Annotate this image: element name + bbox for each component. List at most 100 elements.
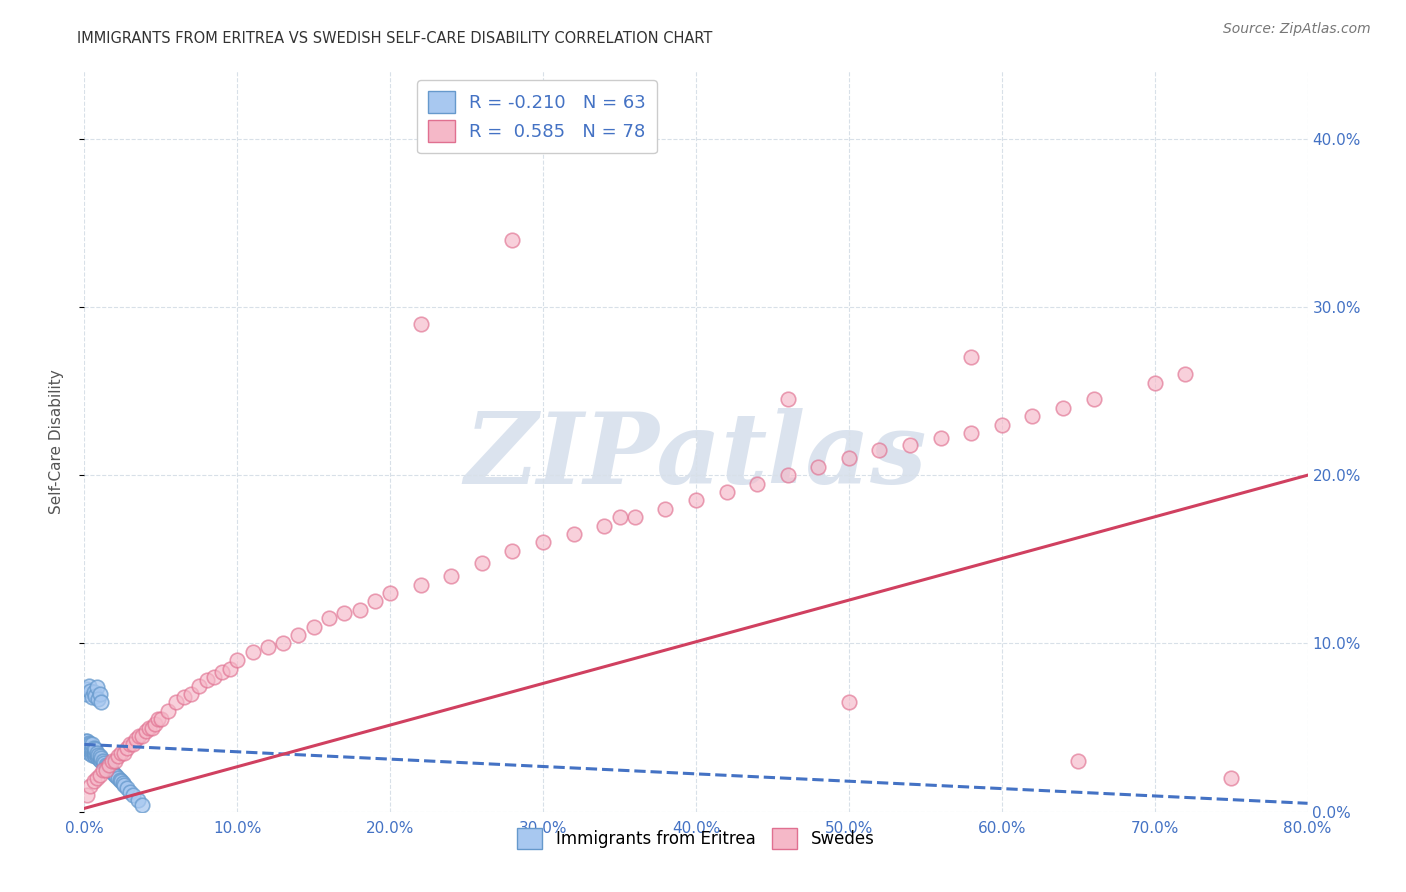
Point xyxy=(531,535,554,549)
Point xyxy=(112,778,135,792)
Point xyxy=(609,510,631,524)
Point xyxy=(96,759,118,773)
Point xyxy=(110,774,132,789)
Point xyxy=(409,577,432,591)
Point xyxy=(898,438,921,452)
Point xyxy=(86,749,108,764)
Point xyxy=(960,351,983,365)
Point xyxy=(75,738,97,752)
Point xyxy=(79,780,101,794)
Point xyxy=(77,679,100,693)
Point xyxy=(76,740,98,755)
Point xyxy=(226,653,249,667)
Point xyxy=(86,746,108,760)
Point xyxy=(79,744,101,758)
Point xyxy=(77,742,100,756)
Point xyxy=(89,749,111,764)
Point xyxy=(89,767,111,781)
Point xyxy=(929,431,952,445)
Point xyxy=(87,692,110,706)
Point xyxy=(869,442,891,457)
Point xyxy=(89,687,111,701)
Point xyxy=(112,746,135,760)
Point xyxy=(77,739,100,753)
Point xyxy=(80,740,103,755)
Point xyxy=(83,747,105,762)
Point xyxy=(79,683,101,698)
Point xyxy=(141,721,163,735)
Point xyxy=(685,493,707,508)
Point xyxy=(131,729,153,743)
Point xyxy=(380,586,402,600)
Point xyxy=(807,459,830,474)
Point xyxy=(242,645,264,659)
Point xyxy=(1174,368,1197,382)
Point xyxy=(97,761,120,775)
Point xyxy=(195,673,218,688)
Y-axis label: Self-Care Disability: Self-Care Disability xyxy=(49,369,63,514)
Point xyxy=(960,426,983,441)
Point xyxy=(838,451,860,466)
Point xyxy=(91,754,114,768)
Point xyxy=(120,738,142,752)
Point xyxy=(83,744,105,758)
Point xyxy=(122,788,145,802)
Point xyxy=(173,690,195,705)
Text: Source: ZipAtlas.com: Source: ZipAtlas.com xyxy=(1223,22,1371,37)
Point xyxy=(364,594,387,608)
Point xyxy=(409,317,432,331)
Point xyxy=(84,746,107,760)
Point xyxy=(83,740,105,755)
Text: IMMIGRANTS FROM ERITREA VS SWEDISH SELF-CARE DISABILITY CORRELATION CHART: IMMIGRANTS FROM ERITREA VS SWEDISH SELF-… xyxy=(77,31,713,46)
Point xyxy=(471,556,494,570)
Point xyxy=(180,687,202,701)
Point xyxy=(80,744,103,758)
Point xyxy=(149,712,172,726)
Point xyxy=(1083,392,1105,407)
Point xyxy=(87,751,110,765)
Point xyxy=(654,501,676,516)
Point xyxy=(624,510,647,524)
Point xyxy=(107,749,129,764)
Point xyxy=(108,772,131,787)
Point xyxy=(349,603,371,617)
Point xyxy=(776,392,799,407)
Point xyxy=(76,738,98,752)
Point xyxy=(111,776,134,790)
Point xyxy=(79,740,101,755)
Point xyxy=(80,690,103,705)
Point xyxy=(105,769,128,783)
Point xyxy=(143,717,166,731)
Point xyxy=(75,734,97,748)
Point xyxy=(98,763,121,777)
Point xyxy=(84,742,107,756)
Point xyxy=(125,732,148,747)
Point xyxy=(97,757,120,772)
Point xyxy=(318,611,340,625)
Point xyxy=(104,754,127,768)
Point xyxy=(1143,376,1166,390)
Point xyxy=(502,544,524,558)
Point xyxy=(89,753,111,767)
Point xyxy=(104,767,127,781)
Point xyxy=(502,233,524,247)
Point xyxy=(991,417,1014,432)
Point xyxy=(77,746,100,760)
Point xyxy=(211,665,233,679)
Point xyxy=(287,628,309,642)
Point xyxy=(128,729,150,743)
Point xyxy=(107,771,129,785)
Point xyxy=(90,754,112,768)
Point xyxy=(86,771,108,785)
Point xyxy=(138,721,160,735)
Point xyxy=(157,704,180,718)
Point xyxy=(101,754,124,768)
Point xyxy=(76,681,98,696)
Point xyxy=(76,734,98,748)
Point xyxy=(776,468,799,483)
Point xyxy=(115,781,138,796)
Point xyxy=(120,784,142,798)
Point xyxy=(146,712,169,726)
Point xyxy=(75,687,97,701)
Point xyxy=(86,680,108,694)
